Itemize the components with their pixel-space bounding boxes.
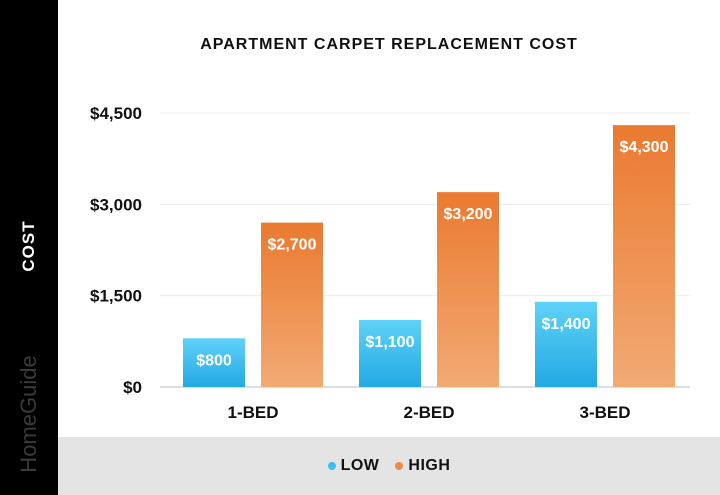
x-tick-label: 1-BED	[227, 403, 278, 422]
legend-swatch-low	[327, 462, 336, 470]
chart-title: APARTMENT CARPET REPLACEMENT COST	[200, 36, 578, 53]
data-label: $1,100	[366, 334, 415, 351]
side-band	[0, 0, 58, 495]
legend-item-high: HIGH	[395, 457, 450, 475]
data-label: $800	[196, 352, 232, 369]
legend-item-low: LOW	[327, 457, 380, 475]
legend-label-high: HIGH	[408, 457, 451, 474]
bar-high-3-bed	[613, 125, 675, 387]
x-tick-label: 2-BED	[403, 403, 454, 422]
y-tick-label: $3,000	[90, 195, 142, 214]
data-label: $4,300	[620, 139, 669, 156]
bars: $800 $2,700 $1,100 $3,200 $1,400 $4,300	[183, 125, 675, 387]
bar-high-1-bed	[261, 222, 323, 387]
y-tick-labels: $0 $1,500 $3,000 $4,500	[90, 104, 142, 397]
grid-lines	[160, 112, 690, 388]
y-tick-label: $1,500	[90, 287, 142, 306]
data-label: $2,700	[268, 237, 317, 254]
bar-high-2-bed	[437, 192, 499, 387]
data-label: $1,400	[542, 316, 591, 333]
legend: LOW HIGH	[58, 437, 720, 495]
bar-low-2-bed	[359, 320, 421, 387]
legend-swatch-high	[395, 462, 404, 470]
y-tick-label: $0	[123, 378, 142, 397]
data-label: $3,200	[444, 206, 493, 223]
x-tick-label: 3-BED	[579, 403, 630, 422]
x-tick-labels: 1-BED 2-BED 3-BED	[227, 403, 630, 422]
legend-label-low: LOW	[340, 457, 380, 474]
y-tick-label: $4,500	[90, 104, 142, 123]
bar-chart: $0 $1,500 $3,000 $4,500 $800 $2,700 $1,100 $3,…	[90, 104, 690, 422]
bar-low-3-bed	[535, 301, 597, 387]
bar-low-1-bed	[183, 338, 245, 387]
